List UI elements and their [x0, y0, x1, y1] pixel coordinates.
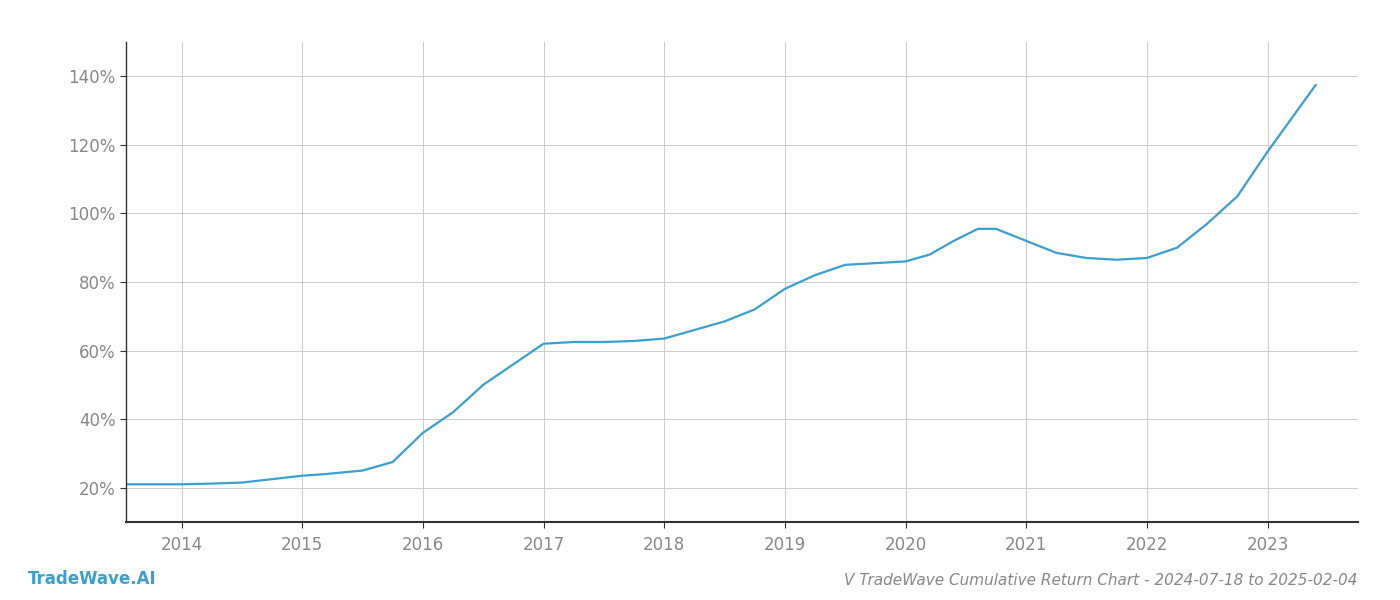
- Text: TradeWave.AI: TradeWave.AI: [28, 570, 157, 588]
- Text: V TradeWave Cumulative Return Chart - 2024-07-18 to 2025-02-04: V TradeWave Cumulative Return Chart - 20…: [844, 573, 1358, 588]
